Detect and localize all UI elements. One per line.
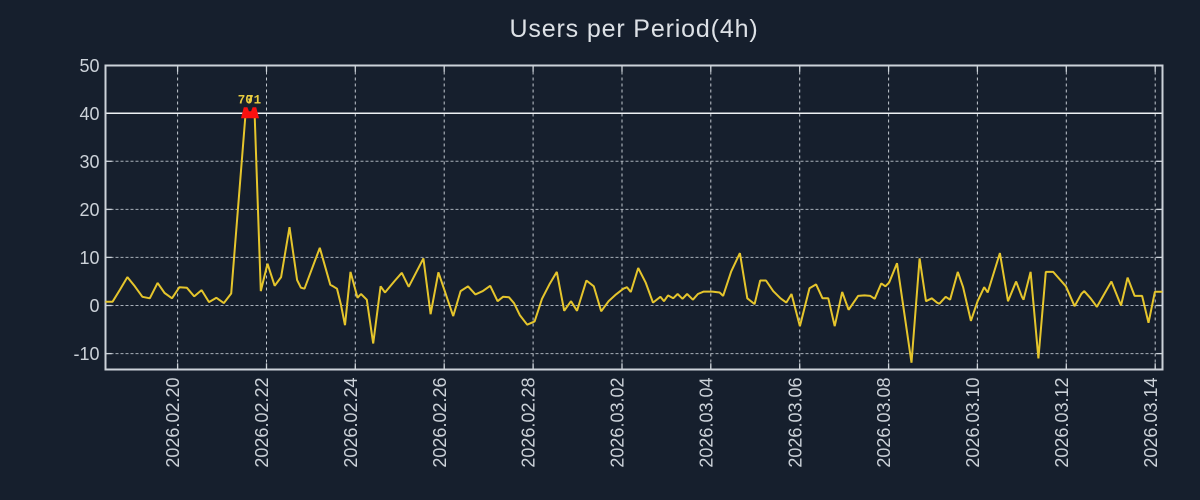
svg-text:2026.03.06: 2026.03.06 xyxy=(785,378,805,468)
svg-text:Users per Period(4h): Users per Period(4h) xyxy=(509,15,758,43)
svg-text:10: 10 xyxy=(79,248,99,268)
svg-text:70: 70 xyxy=(238,93,253,107)
svg-text:2026.03.02: 2026.03.02 xyxy=(608,378,628,468)
svg-text:2026.02.24: 2026.02.24 xyxy=(341,378,361,468)
svg-text:2026.02.22: 2026.02.22 xyxy=(252,378,272,468)
svg-text:2026.03.14: 2026.03.14 xyxy=(1141,378,1161,468)
svg-text:20: 20 xyxy=(79,200,99,220)
svg-text:2026.03.10: 2026.03.10 xyxy=(963,378,983,468)
svg-text:50: 50 xyxy=(79,56,99,76)
svg-text:2026.03.08: 2026.03.08 xyxy=(874,378,894,468)
svg-text:2026.02.26: 2026.02.26 xyxy=(430,378,450,468)
svg-text:2026.03.12: 2026.03.12 xyxy=(1052,378,1072,468)
svg-text:2026.02.28: 2026.02.28 xyxy=(519,378,539,468)
svg-text:40: 40 xyxy=(79,104,99,124)
svg-text:2026.03.04: 2026.03.04 xyxy=(696,378,716,468)
svg-text:-10: -10 xyxy=(73,344,99,364)
svg-text:30: 30 xyxy=(79,152,99,172)
svg-text:2026.02.20: 2026.02.20 xyxy=(163,378,183,468)
svg-text:71: 71 xyxy=(246,93,261,107)
svg-text:0: 0 xyxy=(89,296,99,316)
